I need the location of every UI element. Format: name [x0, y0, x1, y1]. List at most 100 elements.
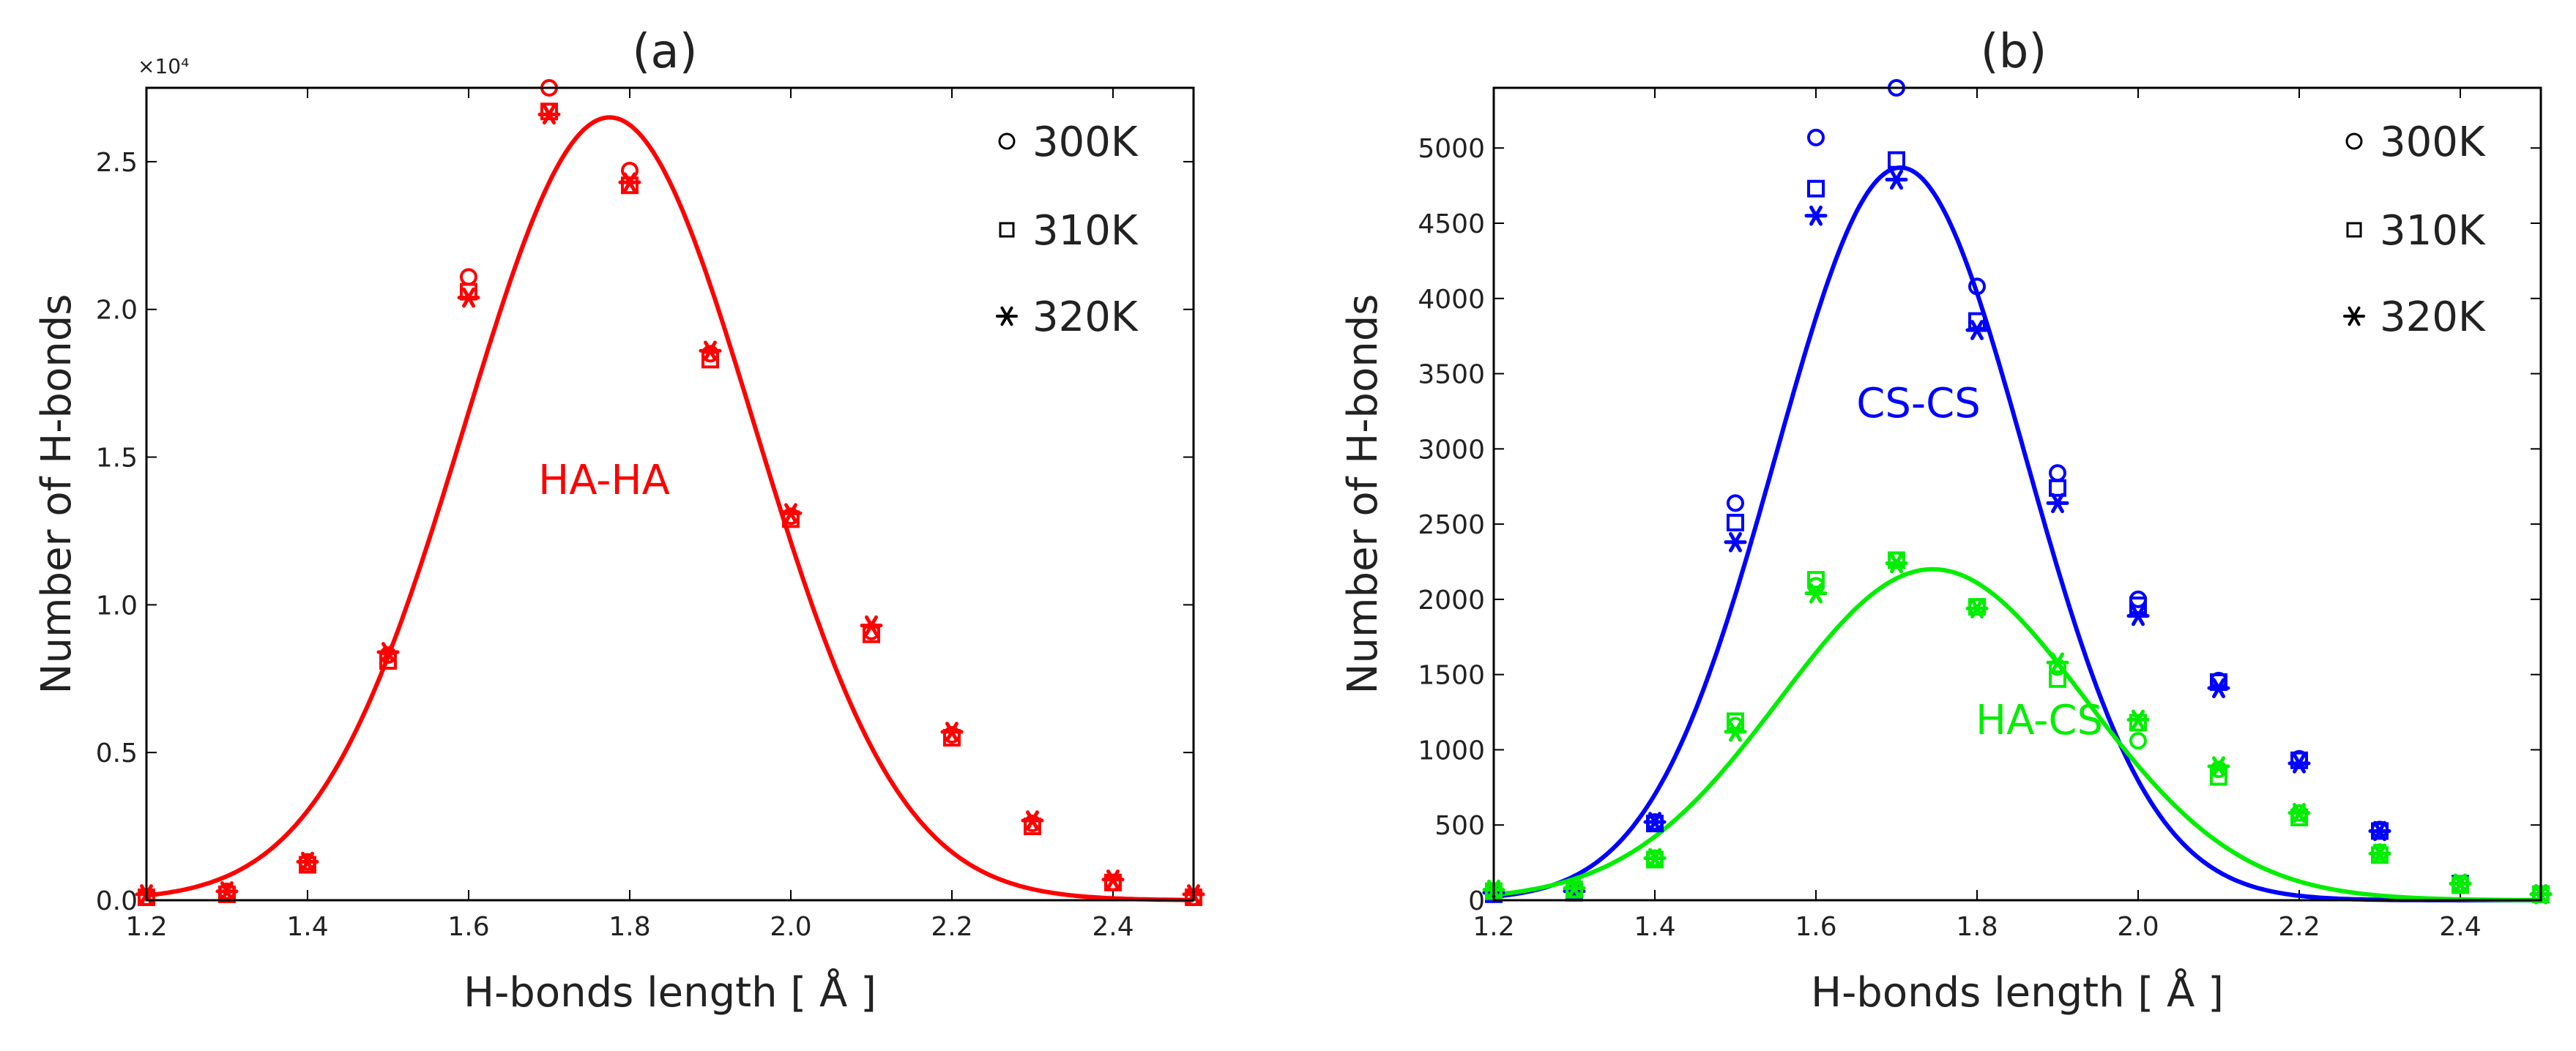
panel-b-point-300k-cs-cs	[1807, 128, 1825, 146]
panel-a-y-multiplier: ×10⁴	[138, 54, 189, 78]
panel-b-point-300k-cs-cs	[1968, 277, 1986, 296]
panel-b-point-320k-ha-cs	[1965, 598, 1989, 619]
panel-a-point-310k	[1104, 873, 1122, 891]
panel-a-legend-300k: 300K	[1032, 119, 1139, 166]
panel-b-point-310k-cs-cs	[1807, 179, 1825, 198]
panel-a-x-tick-label: 2.0	[770, 912, 811, 942]
panel-b-point-310k-cs-cs	[2049, 479, 2066, 497]
panel-a-point-320k	[376, 642, 400, 662]
panel-b-y-tick-label: 3500	[1418, 360, 1485, 390]
panel-b-plot-frame	[1492, 86, 2542, 902]
panel-b-y-tick-label: 4500	[1418, 209, 1485, 239]
panel-b-point-320k-ha-cs	[2207, 756, 2230, 777]
panel-a-y-tick-label: 2.0	[96, 296, 138, 326]
panel-b-point-320k-ha-cs	[2449, 873, 2472, 894]
panel-a-point-310k	[299, 856, 316, 874]
panel-b-point-300k-cs-cs	[2049, 464, 2066, 482]
panel-a-legend-310k: 310K	[1032, 207, 1139, 255]
panel-b-title: (b)	[1981, 25, 2047, 79]
panel-a-point-310k	[621, 176, 639, 195]
panel-a-legend-320k: 320K	[1032, 293, 1139, 341]
panel-a-point-320k	[779, 503, 803, 524]
panel-b-point-320k-ha-cs	[2368, 843, 2391, 864]
panel-a-point-310k	[540, 102, 558, 121]
panel-a-legend: 300K 310K 320K	[996, 119, 1139, 341]
panel-a-x-tick-label: 1.6	[447, 912, 489, 942]
panel-b-legend-300k: 300K	[2380, 119, 2486, 166]
panel-b-x-tick-label: 2.2	[2278, 912, 2320, 942]
panel-a-x-tick-label: 1.8	[608, 912, 650, 942]
panel-b-fit-curve-ha-cs	[1493, 566, 2541, 902]
panel-b-point-320k-cs-cs	[2046, 493, 2069, 514]
panel-b-point-320k-cs-cs	[1724, 531, 1747, 553]
panel-b-point-320k-ha-cs	[1724, 721, 1747, 742]
panel-b-point-310k-ha-cs	[1807, 571, 1825, 589]
panel-a-x-tick-label: 2.4	[1092, 912, 1133, 942]
panel-a-point-320k	[537, 104, 561, 125]
panel-b-point-320k-cs-cs	[2126, 605, 2150, 627]
panel-b-point-310k-ha-cs	[2129, 714, 2147, 732]
panel-b-y-tick-label: 1000	[1418, 736, 1485, 766]
panel-b-point-320k-cs-cs	[2207, 678, 2230, 698]
panel-b-point-300k-cs-cs	[1727, 494, 1744, 512]
panel-a-legend-marker-300k	[998, 132, 1016, 150]
panel-b-point-320k-cs-cs	[1804, 205, 1828, 226]
panel-a-y-tick-label: 2.5	[96, 148, 138, 178]
panel-a-x-tick-label: 2.2	[931, 912, 972, 942]
panel-b-y-tick-label: 2500	[1418, 510, 1485, 540]
panel-b-x-axis-label: H-bonds length [ Å ]	[1811, 968, 2224, 1017]
panel-b-point-320k-cs-cs	[1643, 812, 1667, 832]
panel-a-legend-marker-310k	[999, 222, 1015, 238]
panel-b-x-tick-label: 1.8	[1956, 912, 1998, 942]
panel-b-point-310k-ha-cs	[2049, 670, 2066, 688]
panel-a-y-tick-label: 0.5	[96, 738, 138, 768]
panel-b-y-tick-label: 1500	[1418, 661, 1485, 691]
panel-b-legend-marker-300k	[2345, 132, 2363, 150]
panel-b-point-300k-ha-cs	[2129, 732, 2147, 750]
panel-b-point-310k-ha-cs	[1888, 551, 1905, 569]
panel-a-point-320k	[457, 287, 480, 308]
panel-a-legend-marker-320k	[996, 306, 1018, 326]
panel-a-point-320k	[940, 722, 964, 742]
panel-a-point-320k	[618, 172, 641, 192]
panel-b-point-320k-ha-cs	[2126, 709, 2150, 730]
panel-b-point-310k-cs-cs	[1888, 151, 1905, 169]
panel-b-legend-marker-320k	[2343, 306, 2365, 326]
panel-b-y-tick-label: 500	[1434, 811, 1485, 841]
panel-b-y-tick-label: 4000	[1418, 285, 1485, 315]
panel-b-annotation-cs-cs: CS-CS	[1856, 380, 1981, 427]
panel-a-y-tick-label: 1.0	[96, 591, 138, 621]
panel-b-point-320k-ha-cs	[2046, 652, 2069, 673]
panel-b-point-320k-ha-cs	[1563, 878, 1586, 899]
panel-b-point-320k-ha-cs	[1643, 848, 1667, 869]
panel-b-legend-marker-310k	[2346, 222, 2362, 238]
panel-b-x-tick-label: 1.6	[1795, 912, 1836, 942]
panel-a-fit-curve-ha-ha	[146, 115, 1194, 902]
panel-b: (b) 1.2 1.4 1.6 1.8 2.0 2.2 2.4 0 500 1000 1500 200…	[1339, 25, 2553, 1017]
panel-b-x-tick-label: 2.0	[2117, 912, 2159, 942]
panel-a-y-tick-label: 1.5	[96, 444, 138, 474]
panel-a-point-320k	[1021, 810, 1044, 831]
panel-a: (a) ×10⁴ 1.2 1.4 1.6 1.8 2.0 2.2 2.4 0.0 0.5 1.0 1…	[33, 25, 1205, 1017]
panel-a-title: (a)	[632, 25, 697, 79]
panel-a-point-320k	[1101, 869, 1125, 890]
panel-a-point-320k	[215, 881, 239, 902]
panel-b-y-tick-label: 5000	[1418, 134, 1485, 164]
panel-b-fit-curve-cs-cs	[1493, 165, 2541, 902]
panel-a-point-320k	[860, 615, 883, 636]
panel-b-y-axis-label: Number of H-bonds	[1339, 294, 1387, 695]
panel-a-x-axis-label: H-bonds length [ Å ]	[464, 968, 876, 1017]
panel-a-annotation-ha-ha: HA-HA	[538, 457, 670, 504]
panel-b-y-tick-label: 2000	[1418, 586, 1485, 616]
panel-a-x-tick-label: 1.4	[286, 912, 328, 942]
panel-b-x-tick-label: 1.2	[1473, 912, 1514, 942]
panel-b-point-320k-ha-cs	[1804, 583, 1828, 604]
panel-b-annotation-ha-cs: HA-CS	[1976, 697, 2103, 744]
panel-b-legend-310k: 310K	[2380, 207, 2486, 255]
panel-b-point-320k-ha-cs	[2287, 802, 2311, 823]
panel-a-y-axis-label: Number of H-bonds	[33, 294, 81, 695]
panel-b-point-310k-cs-cs	[1727, 514, 1744, 532]
panel-b-legend: 300K 310K 320K	[2343, 119, 2486, 341]
panel-a-point-320k	[699, 340, 722, 362]
